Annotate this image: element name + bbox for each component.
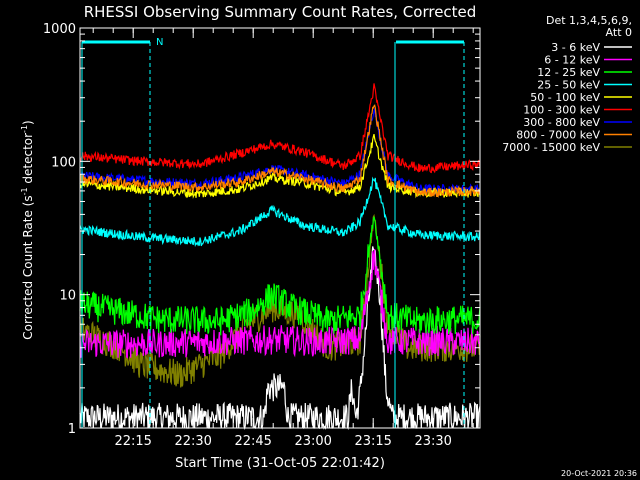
series-line-2 <box>79 216 481 336</box>
x-tick-label: 23:15 <box>354 434 391 449</box>
y-tick-label: 1000 <box>43 22 76 37</box>
legend-label: 7000 - 15000 keV <box>502 141 600 154</box>
y-tick-label: 100 <box>51 155 76 170</box>
series-layer <box>79 83 481 431</box>
legend-label: 25 - 50 keV <box>537 79 600 92</box>
legend-label: 50 - 100 keV <box>530 91 600 104</box>
x-tick-label: 23:30 <box>414 434 451 449</box>
legend-label: 12 - 25 keV <box>537 66 600 79</box>
legend-label: 100 - 300 keV <box>523 104 600 117</box>
series-line-7 <box>79 104 481 199</box>
night-marker: N <box>156 37 163 48</box>
series-line-1 <box>79 248 481 359</box>
chart-title: RHESSI Observing Summary Count Rates, Co… <box>84 3 477 21</box>
series-line-5 <box>79 83 481 174</box>
attenuator-overlay: N <box>81 37 465 428</box>
legend-label: 3 - 6 keV <box>551 41 600 54</box>
axes: 1 10 100 1000 22:15 22:30 22:45 23:00 23:15 23:30 <box>43 22 481 449</box>
legend-header-line1: Det 1,3,4,5,6,9, <box>546 14 632 27</box>
generation-timestamp: 20-Oct-2021 20:36 <box>561 469 637 478</box>
x-tick-label: 23:00 <box>294 434 331 449</box>
legend-label: 800 - 7000 keV <box>516 129 600 142</box>
x-tick-label: 22:15 <box>114 434 151 449</box>
legend-header-line2: Att 0 <box>606 26 632 39</box>
x-axis-label: Start Time (31-Oct-05 22:01:42) <box>175 456 385 471</box>
x-tick-label: 22:30 <box>174 434 211 449</box>
legend-label: 300 - 800 keV <box>523 116 600 129</box>
legend-label: 6 - 12 keV <box>544 54 600 67</box>
series-line-0 <box>79 246 481 431</box>
y-tick-label: 10 <box>59 289 76 304</box>
plot-frame <box>79 27 481 429</box>
series-line-3 <box>79 176 481 248</box>
y-axis-label: Corrected Count Rate (s-1 detector-1) <box>20 120 35 339</box>
x-tick-label: 22:45 <box>234 434 271 449</box>
y-tick-label: 1 <box>68 422 76 437</box>
